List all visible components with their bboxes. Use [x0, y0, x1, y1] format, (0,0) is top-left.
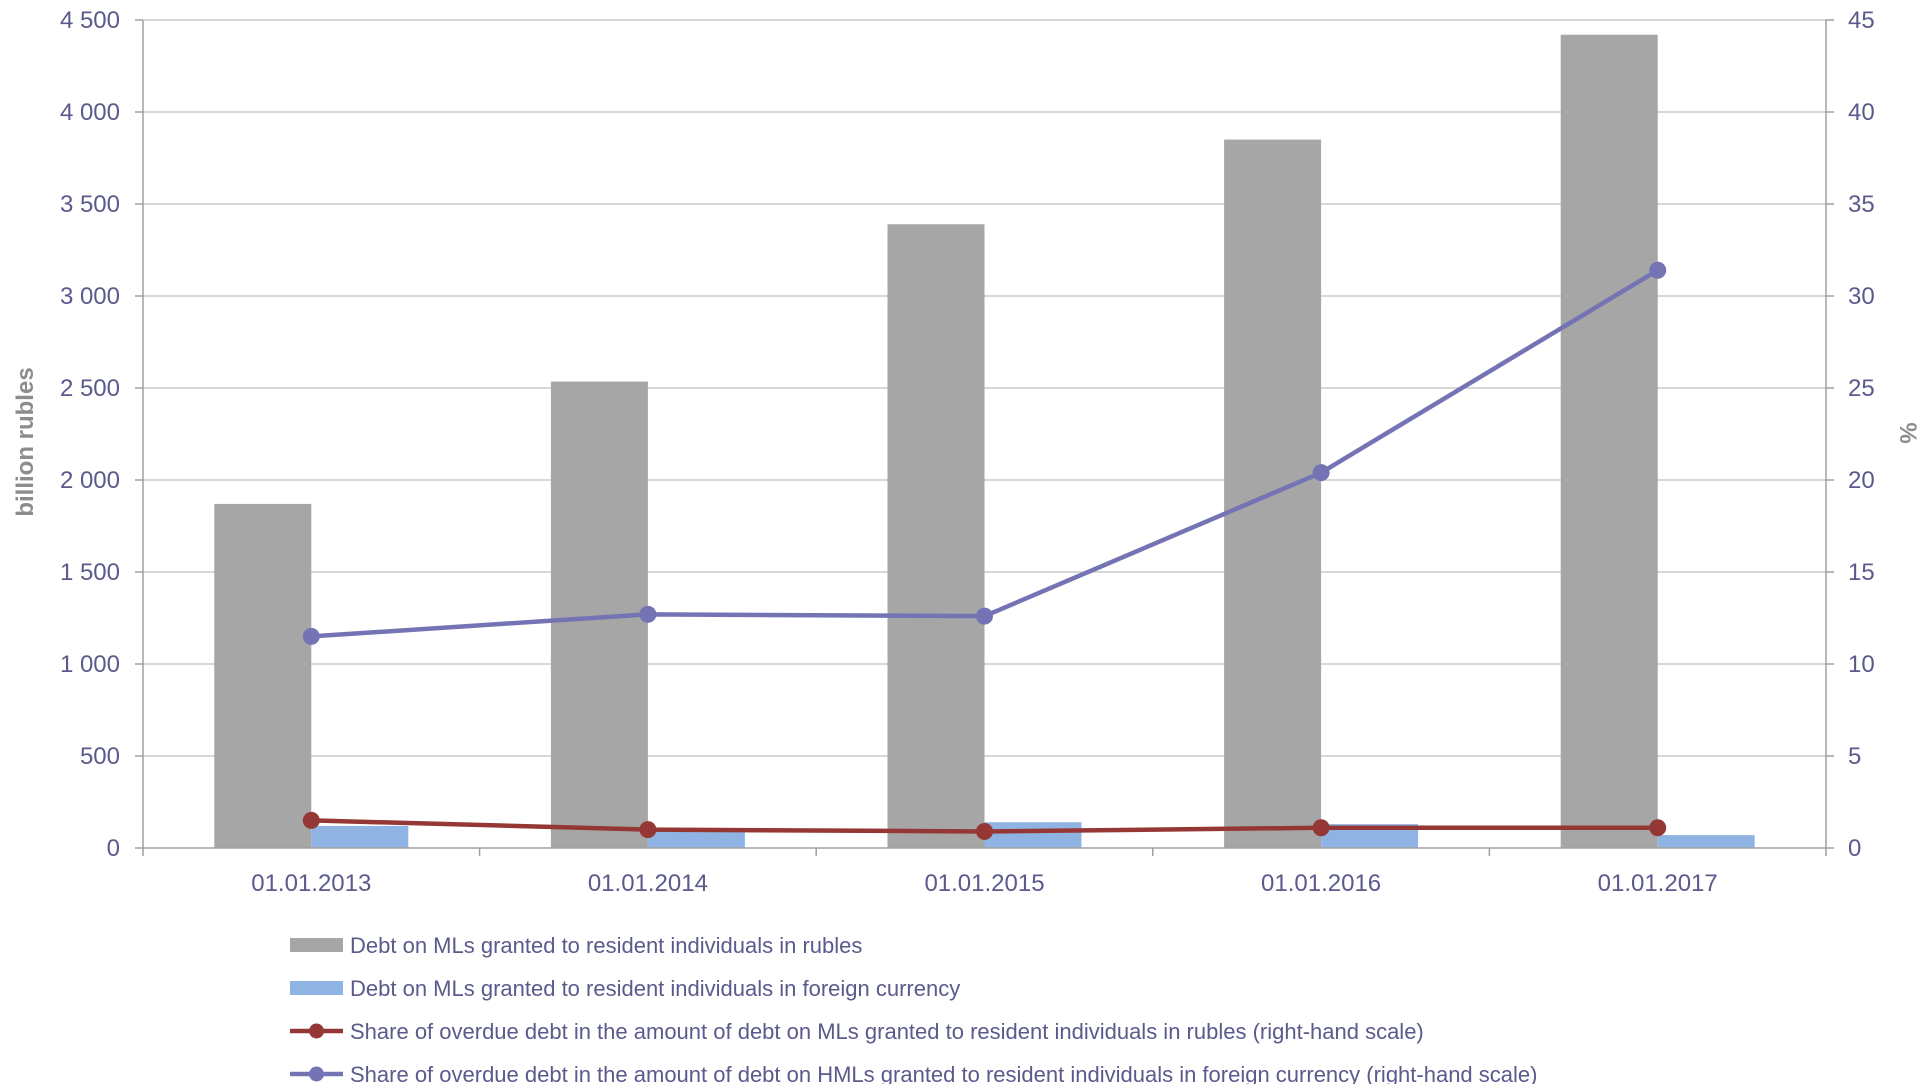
legend: Debt on MLs granted to resident individu… — [290, 933, 1537, 1087]
legend-marker — [309, 1066, 324, 1082]
point-series-4 — [302, 627, 320, 645]
y-right-tick-label: 15 — [1848, 559, 1875, 586]
legend-label: Debt on MLs granted to resident individu… — [350, 933, 862, 958]
x-tick-label: 01.01.2015 — [924, 870, 1044, 897]
x-tick-label: 01.01.2014 — [588, 870, 708, 897]
legend-swatch — [290, 981, 343, 995]
point-series-4 — [1649, 261, 1667, 279]
y-left-tick-label: 2 500 — [60, 375, 120, 402]
y-left-tick-label: 4 500 — [60, 7, 120, 34]
point-series-3 — [1312, 819, 1330, 837]
point-series-4 — [1312, 464, 1330, 482]
x-tick-label: 01.01.2013 — [251, 870, 371, 897]
y-left-tick-label: 3 000 — [60, 283, 120, 310]
y-right-tick-label: 5 — [1848, 743, 1861, 770]
y-right-tick-label: 45 — [1848, 7, 1875, 34]
y-left-tick-label: 0 — [107, 835, 120, 862]
bar-series-1 — [1560, 34, 1658, 849]
bar-series-2 — [647, 829, 745, 848]
point-series-4 — [976, 607, 993, 625]
point-series-3 — [639, 821, 657, 839]
bar-series-2 — [1321, 824, 1419, 848]
point-series-3 — [1649, 819, 1667, 837]
y-left-tick-label: 4 000 — [60, 99, 120, 126]
x-tick-label: 01.01.2016 — [1261, 870, 1381, 897]
y-axis-left-title: billion rubles — [12, 367, 39, 516]
y-right-tick-label: 0 — [1848, 835, 1861, 862]
y-right-tick-label: 30 — [1848, 283, 1875, 310]
bar-series-2 — [1657, 835, 1755, 848]
bar-series-1 — [214, 503, 312, 848]
bar-series-2 — [311, 825, 409, 848]
y-right-tick-label: 10 — [1848, 651, 1875, 678]
point-series-3 — [976, 822, 993, 840]
y-right-tick-label: 40 — [1848, 99, 1875, 126]
y-axis-right-title: % — [1894, 422, 1921, 443]
y-left-tick-label: 1 000 — [60, 651, 120, 678]
legend-label: Debt on MLs granted to resident individu… — [350, 976, 960, 1001]
y-right-tick-label: 20 — [1848, 467, 1875, 494]
bar-series-1 — [887, 224, 985, 849]
x-tick-label: 01.01.2017 — [1598, 870, 1718, 897]
bars — [214, 34, 1755, 849]
lines — [302, 261, 1667, 840]
y-left-tick-label: 1 500 — [60, 559, 120, 586]
legend-marker — [309, 1023, 324, 1039]
point-series-4 — [639, 605, 657, 623]
y-left-tick-label: 2 000 — [60, 467, 120, 494]
legend-label: Share of overdue debt in the amount of d… — [350, 1019, 1424, 1044]
legend-label: Share of overdue debt in the amount of d… — [350, 1062, 1537, 1084]
point-series-3 — [302, 811, 320, 829]
axes: 0 500 1 000 1 500 2 000 2 500 3 000 3 500 4 000 4… — [60, 7, 1875, 897]
y-left-tick-label: 500 — [80, 743, 120, 770]
legend-swatch — [290, 938, 343, 952]
y-right-tick-label: 25 — [1848, 375, 1875, 402]
y-left-tick-label: 3 500 — [60, 191, 120, 218]
bar-series-2 — [984, 822, 1082, 848]
y-right-tick-label: 35 — [1848, 191, 1875, 218]
